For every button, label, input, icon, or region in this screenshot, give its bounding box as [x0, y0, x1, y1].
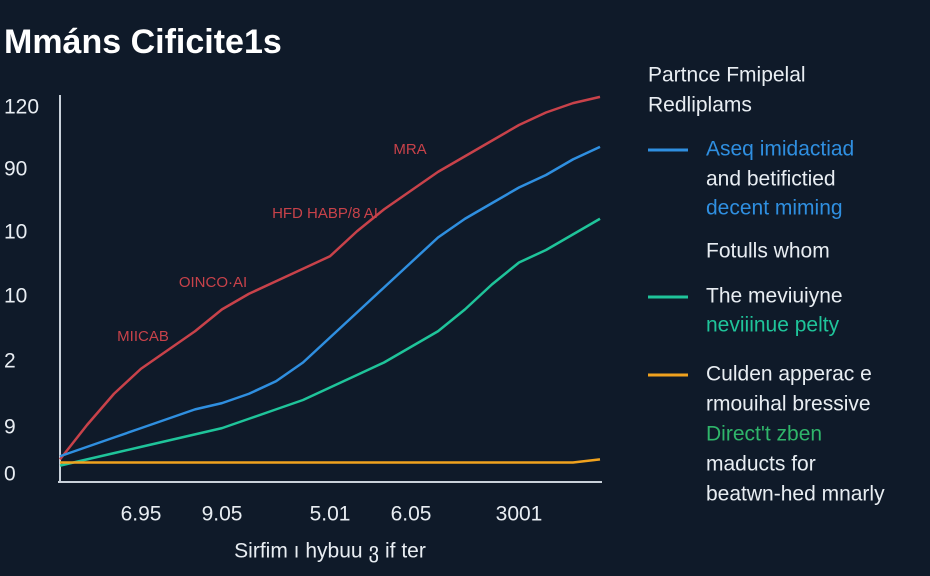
- y-tick-label: 120: [4, 96, 39, 119]
- legend-label: Culden apperac e: [706, 363, 872, 386]
- y-tick-label: 0: [4, 463, 16, 486]
- y-tick-label: 2: [4, 350, 16, 373]
- series-line: [60, 458, 601, 464]
- legend-text: Direct't zben: [706, 423, 822, 446]
- legend-label: The meviuiyne: [706, 285, 843, 308]
- annotation: OINCO·AI: [179, 274, 247, 291]
- legend-text: decent miming: [706, 197, 843, 220]
- legend-title: Partnce Fmipelal: [648, 64, 806, 87]
- legend-text: rmouihal bressive: [706, 393, 871, 416]
- x-tick-label: 5.01: [310, 503, 351, 526]
- x-axis-label: Sirfim ı hybuu ვ if ter: [234, 540, 426, 563]
- legend-text: Fotulls whom: [706, 240, 830, 263]
- y-tick-label: 9: [4, 416, 16, 439]
- legend-title: Redliplams: [648, 94, 752, 117]
- legend-label: Aseq imidactiad: [706, 138, 854, 161]
- annotation: MIICAB: [117, 328, 169, 345]
- x-tick-label: 6.95: [121, 503, 162, 526]
- x-tick-label: 6.05: [391, 503, 432, 526]
- series-line: [59, 217, 601, 467]
- legend-text: and betifictied: [706, 168, 836, 191]
- chart-title: Mmáns Cificite1s: [4, 23, 282, 61]
- y-tick-label: 90: [4, 158, 27, 181]
- legend-text: maducts for: [706, 453, 816, 476]
- x-tick-label: 3001: [496, 503, 543, 526]
- legend-text: beatwn-hed mnarly: [706, 483, 885, 506]
- legend-text: neviiinue pelty: [706, 314, 840, 337]
- annotation: HFD HABP/8 AI: [272, 205, 378, 222]
- series-label: MRA: [393, 141, 426, 158]
- y-tick-label: 10: [4, 221, 27, 244]
- series-line: [59, 95, 601, 461]
- y-tick-label: 10: [4, 285, 27, 308]
- x-tick-label: 9.05: [202, 503, 243, 526]
- series-line: [59, 145, 601, 458]
